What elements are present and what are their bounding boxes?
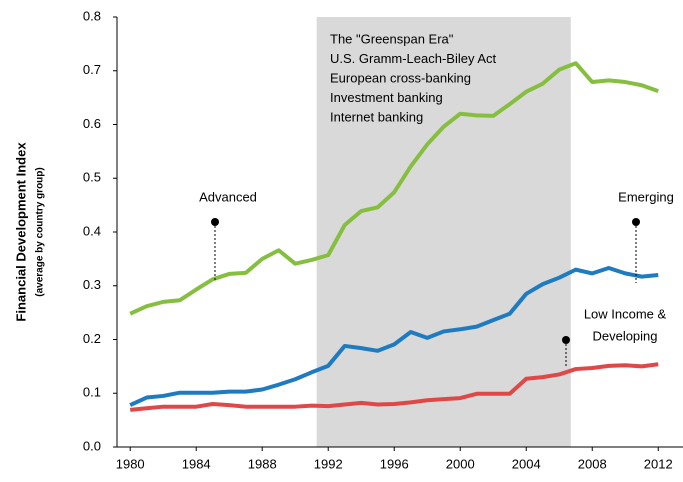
series-line bbox=[130, 362, 659, 412]
x-tick-label: 1984 bbox=[182, 456, 211, 471]
y-tick-label: 0.4 bbox=[83, 223, 101, 238]
x-tick-label: 2008 bbox=[578, 456, 607, 471]
y-tick-label: 0.1 bbox=[83, 385, 101, 400]
shaded-text: Internet banking bbox=[330, 109, 423, 124]
y-tick-label: 0.0 bbox=[83, 438, 101, 453]
annotation-text: Advanced bbox=[199, 189, 257, 204]
y-tick-label: 0.6 bbox=[83, 116, 101, 131]
x-tick-label: 2004 bbox=[512, 456, 541, 471]
series-line bbox=[129, 61, 659, 316]
annotation-text: Developing bbox=[592, 328, 657, 343]
y-tick-label: 0.7 bbox=[83, 62, 101, 77]
annotation-dot bbox=[562, 336, 570, 344]
y-tick-label: 0.3 bbox=[83, 277, 101, 292]
shaded-text: European cross-banking bbox=[330, 70, 471, 85]
shaded-text: U.S. Gramm-Leach-Biley Act bbox=[330, 51, 497, 66]
series-line bbox=[129, 266, 659, 407]
annotation-text: Low Income & bbox=[584, 306, 667, 321]
y-tick-label: 0.5 bbox=[83, 170, 101, 185]
annotation-text: Emerging bbox=[618, 189, 674, 204]
annotation-dot bbox=[211, 218, 219, 226]
y-tick-label: 0.2 bbox=[83, 331, 101, 346]
annotation-dot bbox=[632, 218, 640, 226]
shaded-text: Investment banking bbox=[330, 90, 443, 105]
x-tick-label: 1988 bbox=[248, 456, 277, 471]
x-tick-label: 1992 bbox=[314, 456, 343, 471]
x-tick-label: 1996 bbox=[380, 456, 409, 471]
y-axis-sublabel: (average by country group) bbox=[35, 167, 46, 296]
y-tick-label: 0.8 bbox=[83, 8, 101, 23]
y-axis-label: Financial Development Index bbox=[13, 142, 28, 322]
x-tick-label: 2000 bbox=[446, 456, 475, 471]
x-tick-label: 1980 bbox=[116, 456, 145, 471]
shaded-text: The "Greenspan Era" bbox=[330, 31, 454, 46]
x-tick-label: 2012 bbox=[644, 456, 673, 471]
